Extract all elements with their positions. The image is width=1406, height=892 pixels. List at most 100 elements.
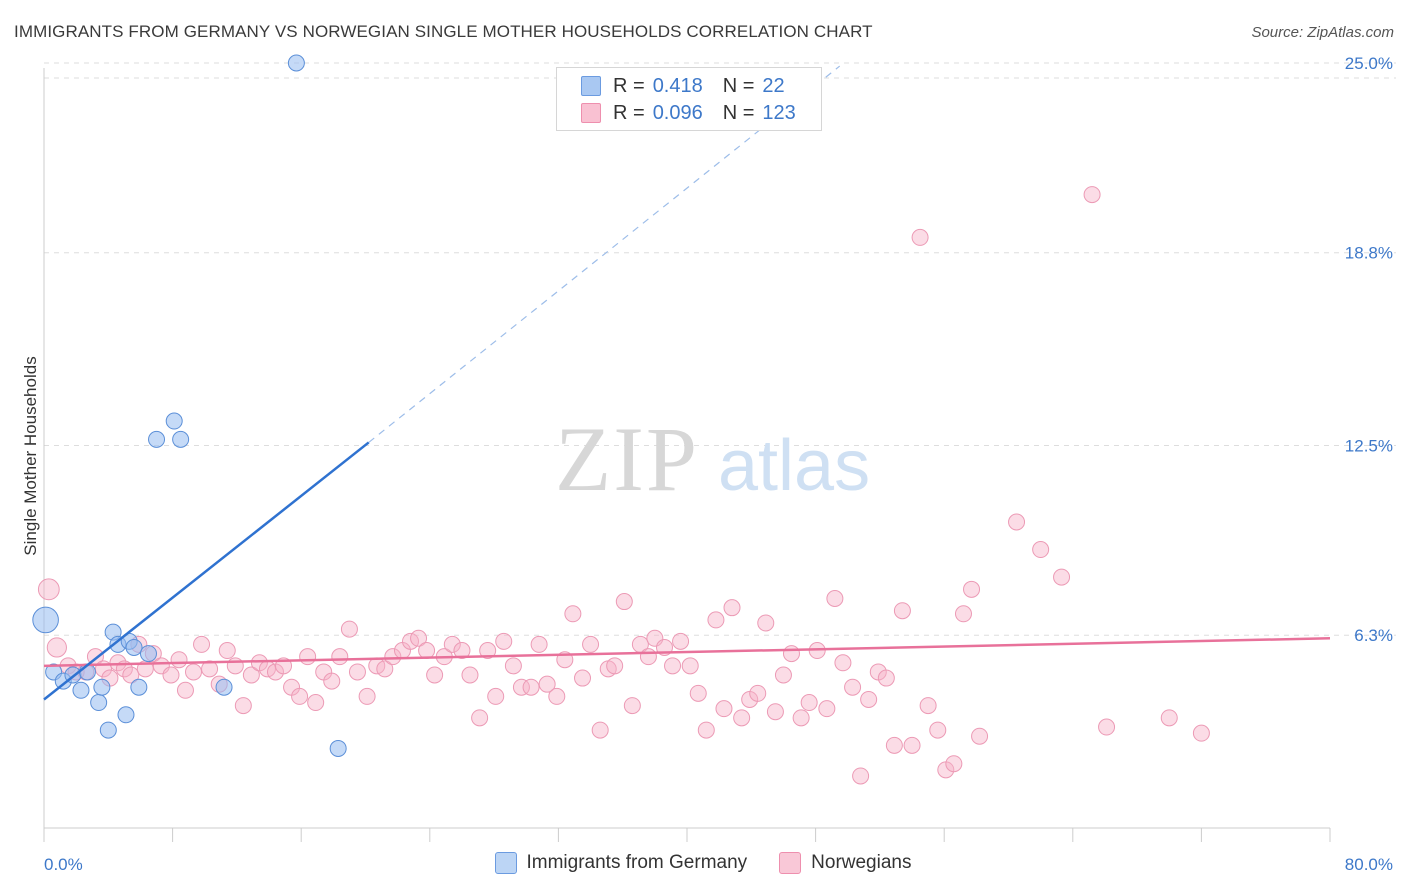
series-legend-germany: Immigrants from Germany (494, 852, 747, 874)
series-legend-norwegians: Norwegians (779, 852, 911, 874)
norwegians-point (426, 666, 444, 684)
norwegians-point (844, 678, 862, 696)
norwegians-point (749, 684, 767, 702)
norwegians-point (201, 660, 219, 678)
germany-trend-extension (368, 65, 841, 443)
norwegians-point (376, 660, 394, 678)
norwegians-points (37, 186, 1210, 785)
germany-point (215, 678, 233, 696)
norwegians-point (122, 666, 140, 684)
norwegians-point (348, 663, 366, 681)
germany-points (32, 54, 347, 757)
axes-layer (43, 68, 1331, 842)
norwegians-point (522, 678, 540, 696)
norwegians-point (410, 629, 428, 647)
norwegians-point (1032, 541, 1050, 559)
norwegians-point (574, 669, 592, 687)
norwegians-point (530, 635, 548, 653)
norwegians-point (242, 666, 260, 684)
legend-n-value: 123 (762, 101, 796, 124)
norwegians-point (707, 611, 725, 629)
norwegians-point (681, 657, 699, 675)
norwegians-point (184, 663, 202, 681)
norwegians-point (757, 614, 775, 632)
norwegians-point (471, 709, 489, 727)
norwegians-point (461, 666, 479, 684)
norwegians-point (766, 703, 784, 721)
norwegians-point (443, 635, 461, 653)
norwegians-point (893, 602, 911, 620)
norwegians-point (46, 637, 67, 658)
series-label: Norwegians (811, 852, 912, 873)
germany-point (148, 430, 166, 448)
germany-point (329, 739, 347, 757)
norwegians-point (226, 657, 244, 675)
germany-point (130, 678, 148, 696)
norwegians-point (911, 228, 929, 246)
y-tick-label: 18.8% (1345, 244, 1393, 263)
norwegians-point (733, 709, 751, 727)
norwegians-point (176, 681, 194, 699)
norwegians-point (774, 666, 792, 684)
norwegians-point (109, 654, 127, 672)
source-label: Source: ZipAtlas.com (1251, 24, 1394, 41)
germany-point (172, 430, 190, 448)
norwegians-point (591, 721, 609, 739)
norwegians-point (877, 669, 895, 687)
norwegians-point (1008, 513, 1026, 531)
norwegians-point (723, 599, 741, 617)
norwegians-point (479, 642, 497, 660)
x-tick-label: 80.0% (1345, 855, 1393, 874)
norwegians-point (852, 767, 870, 785)
norwegians-point (291, 687, 309, 705)
norwegians-point (358, 687, 376, 705)
tick-labels: 6.3% 12.5% 18.8% 25.0% 0.0% 80.0% (44, 54, 1393, 874)
trend-lines (43, 65, 1331, 701)
norwegians-point (1160, 709, 1178, 727)
norwegians-point (495, 632, 513, 650)
norwegians-point (299, 648, 317, 666)
norwegians-point (564, 605, 582, 623)
y-tick-label: 12.5% (1345, 437, 1393, 456)
norwegians-point (218, 642, 236, 660)
norwegians-point (193, 635, 211, 653)
norwegians-point (885, 736, 903, 754)
norwegians-point (331, 648, 349, 666)
norwegians-point (453, 642, 471, 660)
norwegians-point (538, 675, 556, 693)
norwegians-trend-line (43, 637, 1331, 668)
norwegians-point (487, 687, 505, 705)
norwegians-point (818, 700, 836, 718)
norwegians-point (945, 755, 963, 773)
legend-n-label: N = (722, 74, 755, 97)
norwegians-point (37, 578, 60, 601)
series-swatch-pink (779, 852, 802, 874)
watermark: ZIP atlas (555, 408, 870, 510)
norwegians-point (512, 678, 530, 696)
norwegians-point (162, 666, 180, 684)
germany-point (139, 645, 157, 663)
norwegians-point (954, 605, 972, 623)
legend-row-germany: R = 0.418 N = 22 (581, 74, 785, 98)
norwegians-point (234, 697, 252, 715)
germany-point (93, 678, 111, 696)
legend-swatch-pink (581, 103, 601, 123)
norwegians-point (384, 648, 402, 666)
germany-point (165, 412, 183, 430)
chart-title: IMMIGRANTS FROM GERMANY VS NORWEGIAN SIN… (14, 22, 873, 41)
germany-trend-line (43, 441, 370, 701)
germany-point (125, 638, 143, 656)
grid-layer (44, 62, 1396, 636)
legend-n-value: 22 (762, 74, 785, 97)
norwegians-point (919, 697, 937, 715)
germany-point (287, 54, 305, 72)
correlation-legend: R = 0.418 N = 22 R = 0.096 N = 123 (556, 67, 822, 131)
watermark-zip: ZIP (555, 408, 699, 510)
legend-n-label: N = (722, 101, 755, 124)
legend-r-label: R = (613, 74, 645, 97)
series-legend: Immigrants from Germany Norwegians (0, 852, 1406, 874)
norwegians-point (672, 632, 690, 650)
norwegians-point (623, 697, 641, 715)
y-axis-label: Single Mother Households (21, 356, 40, 555)
norwegians-point (689, 684, 707, 702)
